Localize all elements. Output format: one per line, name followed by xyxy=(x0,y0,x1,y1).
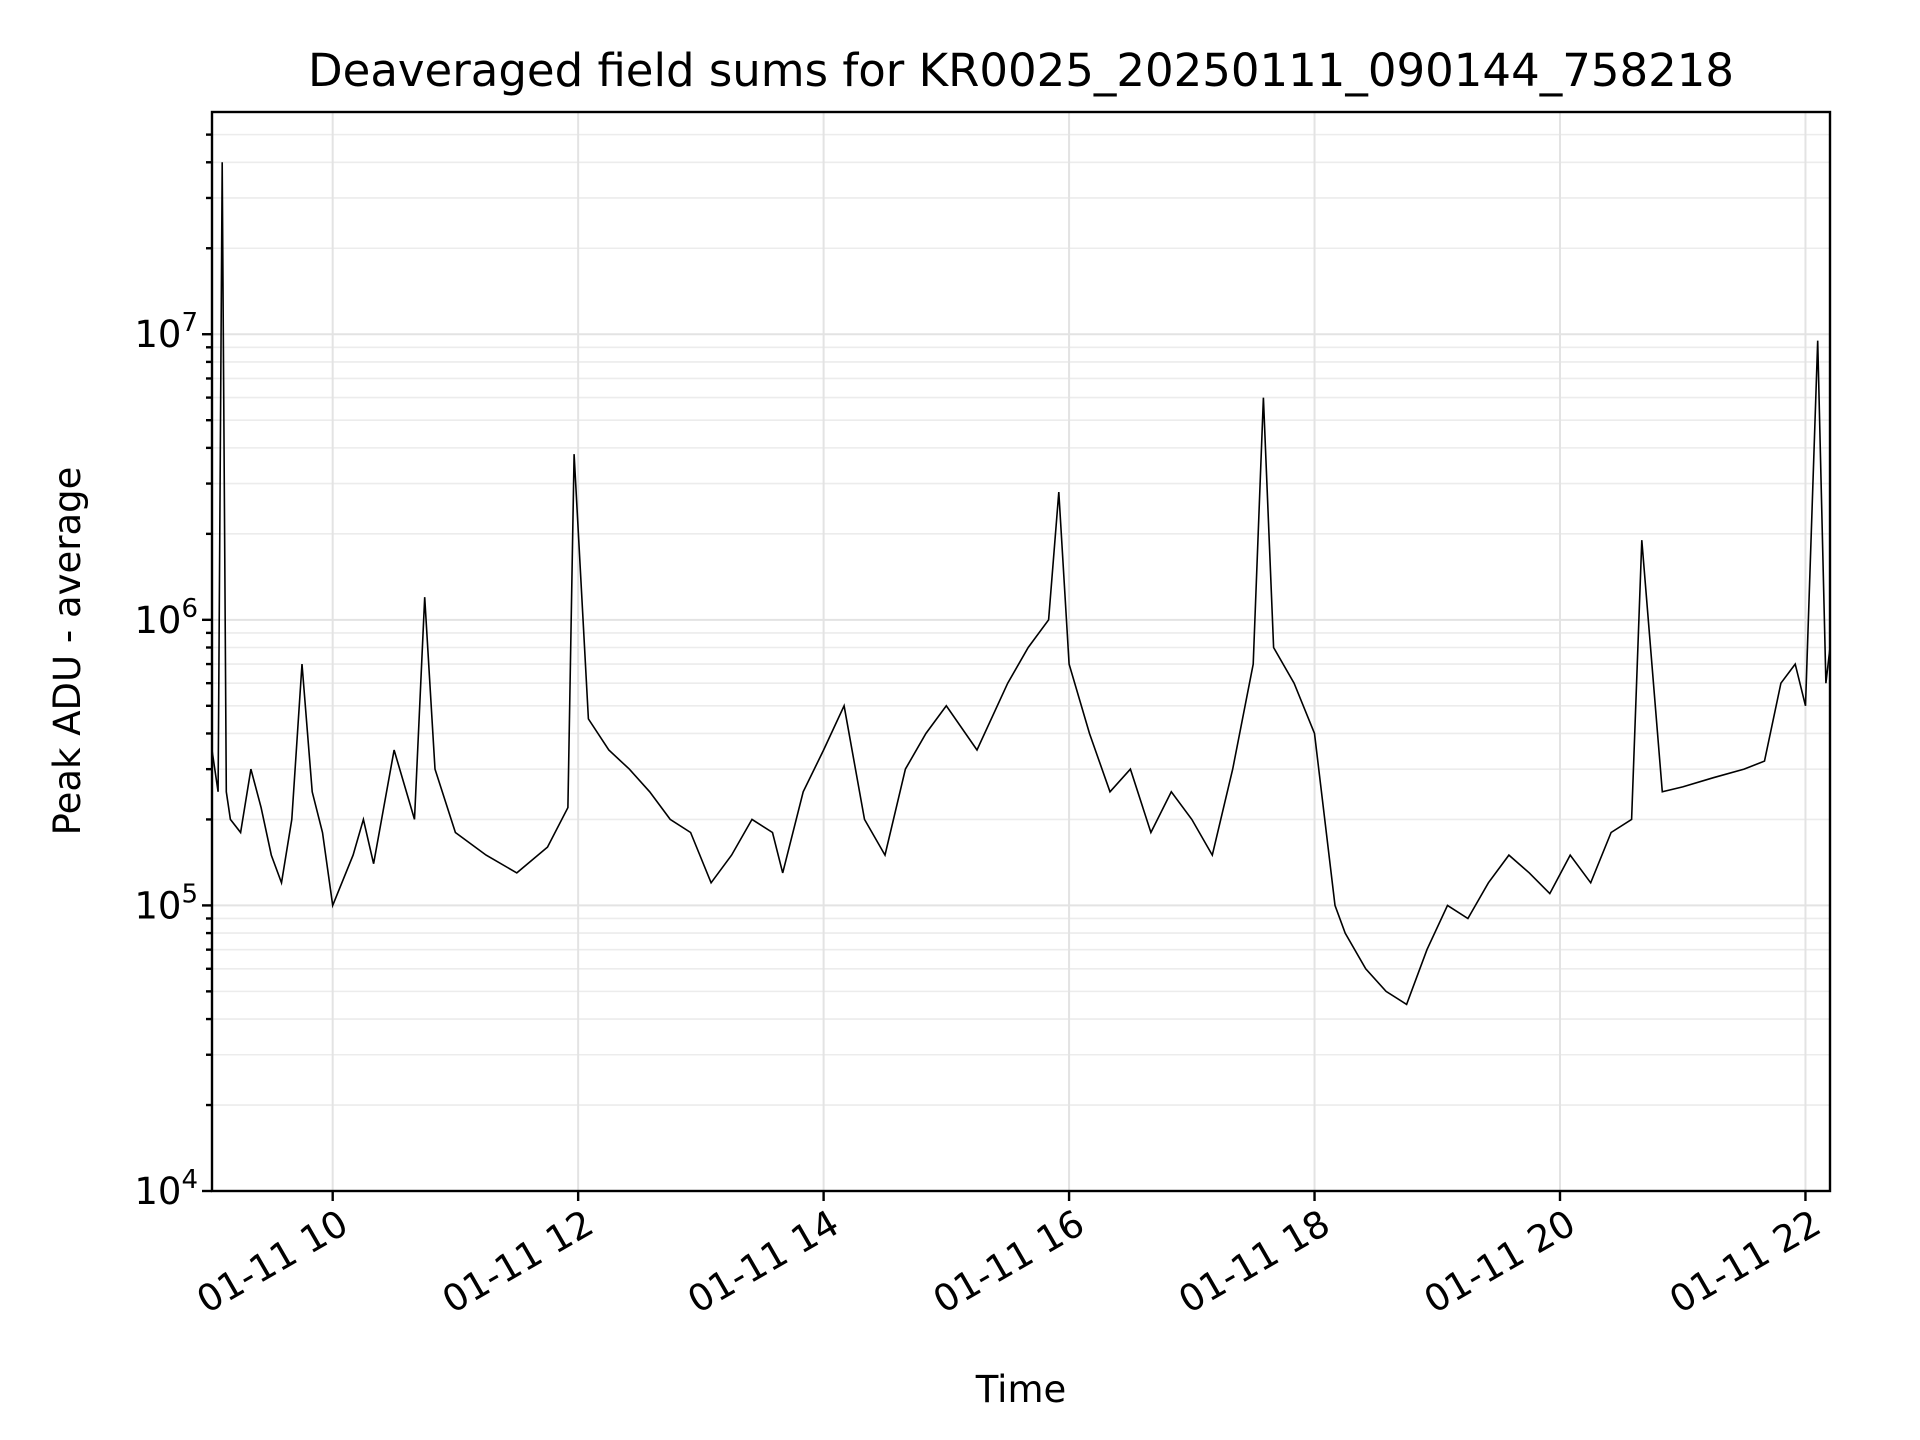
y-axis: 104 105 106 107 xyxy=(134,133,212,1213)
series-line xyxy=(212,162,1830,1006)
y-tick-label: 104 xyxy=(134,1165,198,1213)
x-axis-label: Time xyxy=(975,1368,1067,1411)
plot-frame xyxy=(210,110,1832,1193)
chart-title: Deaveraged field sums for KR0025_2025011… xyxy=(308,44,1734,97)
y-axis-label: Peak ADU - average xyxy=(46,467,89,836)
y-tick-label: 106 xyxy=(134,594,198,642)
y-tick-label: 105 xyxy=(134,879,198,927)
data-layer xyxy=(212,162,1830,1006)
y-tick-label: 107 xyxy=(134,308,198,356)
grid xyxy=(212,112,1830,1192)
